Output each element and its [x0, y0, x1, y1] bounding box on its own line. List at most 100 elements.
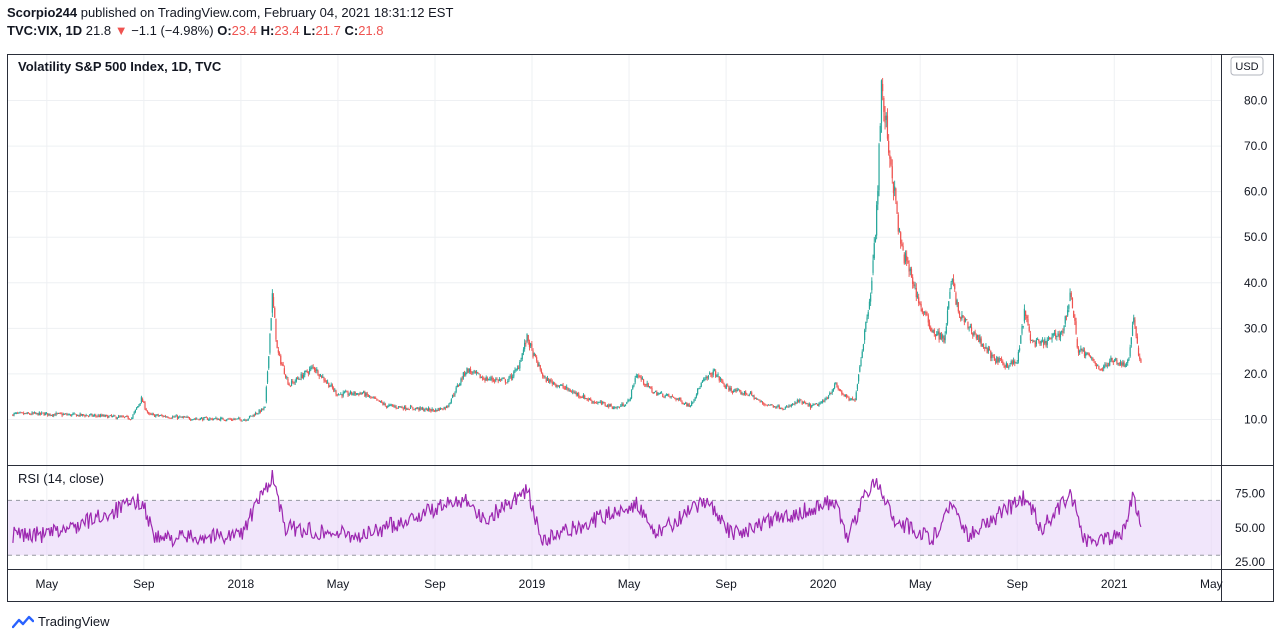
- candle-body: [785, 406, 788, 408]
- candle-body: [994, 361, 997, 363]
- candle-body: [849, 399, 851, 401]
- candle-body: [931, 331, 933, 333]
- candle-body: [308, 369, 311, 373]
- candle-body: [384, 403, 386, 406]
- time-tick-label: Sep: [133, 577, 155, 591]
- candle-body: [1022, 326, 1024, 327]
- candle-body: [342, 392, 344, 396]
- candle-body: [852, 398, 854, 401]
- candle-body: [314, 370, 317, 372]
- candle-body: [405, 406, 407, 410]
- candle-body: [152, 413, 155, 415]
- candle-body: [244, 419, 246, 421]
- candle-body: [831, 391, 833, 394]
- footer-brand[interactable]: TradingView: [38, 614, 110, 629]
- time-tick-label: May: [618, 577, 641, 591]
- candle-body: [916, 295, 919, 298]
- currency-badge: [1230, 56, 1264, 76]
- candle-body: [1045, 341, 1047, 346]
- candle-body: [50, 414, 52, 416]
- candle-body: [907, 260, 909, 263]
- candle-body: [699, 388, 701, 389]
- candle-body: [459, 383, 461, 386]
- candle-body: [695, 394, 698, 397]
- candle-body: [167, 416, 169, 418]
- candle-body: [803, 402, 806, 404]
- chart-frame[interactable]: Volatility S&P 500 Index, 1D, TVC USD 10.0…: [7, 54, 1274, 602]
- candle-body: [731, 391, 734, 393]
- candle-body: [370, 396, 372, 398]
- candle-body: [540, 370, 543, 374]
- candle-body: [448, 404, 450, 407]
- candle-body: [276, 340, 278, 349]
- candle-body: [85, 415, 87, 417]
- candle-body: [596, 402, 598, 404]
- candle-body: [627, 400, 629, 403]
- candle-body: [14, 413, 16, 414]
- candle-body: [1123, 362, 1125, 367]
- candle-body: [962, 315, 964, 318]
- candle-body: [507, 380, 509, 383]
- candle-body: [838, 389, 840, 391]
- candle-body: [27, 412, 30, 414]
- author-name[interactable]: Scorpio244: [7, 5, 78, 20]
- candle-body: [169, 417, 171, 419]
- candle-body: [229, 419, 231, 420]
- candle-body: [880, 80, 883, 123]
- candle-body: [105, 415, 108, 416]
- candle-body: [30, 414, 32, 416]
- candle-body: [15, 412, 18, 414]
- candle-body: [771, 404, 773, 406]
- candle-body: [467, 368, 469, 374]
- candle-body: [411, 406, 413, 408]
- candle-body: [794, 402, 796, 404]
- rsi-title: RSI (14, close): [18, 471, 104, 486]
- candle-body: [226, 419, 228, 421]
- candle-body: [1135, 326, 1137, 337]
- low-label: L:: [303, 23, 316, 38]
- candle-body: [657, 393, 659, 396]
- candle-body: [722, 380, 724, 384]
- candle-body: [250, 415, 252, 417]
- candle-body: [997, 358, 999, 363]
- candle-body: [862, 344, 865, 351]
- candle-body: [168, 417, 170, 419]
- candle-body: [1077, 348, 1080, 353]
- candle-body: [552, 382, 555, 384]
- candle-body: [707, 375, 710, 378]
- candle-body: [1025, 310, 1027, 316]
- candle-body: [1056, 335, 1058, 337]
- candle-body: [853, 399, 855, 401]
- candle-body: [176, 415, 179, 419]
- candle-body: [557, 385, 559, 387]
- candle-body: [349, 391, 352, 394]
- candle-body: [508, 376, 510, 380]
- candle-body: [146, 410, 149, 413]
- candle-body: [275, 318, 277, 340]
- candle-body: [87, 415, 90, 417]
- candle-body: [897, 214, 899, 232]
- candle-body: [561, 384, 563, 386]
- candle-body: [138, 404, 140, 406]
- candle-body: [716, 375, 718, 377]
- candle-body: [568, 389, 570, 391]
- candle-body: [312, 366, 314, 368]
- candle-body: [263, 407, 265, 410]
- candle-body: [685, 402, 687, 404]
- candle-body: [1080, 348, 1082, 351]
- candle-body: [773, 406, 776, 408]
- candle-body: [316, 368, 318, 372]
- candle-body: [354, 392, 356, 395]
- candle-body: [682, 403, 684, 405]
- candle-body: [445, 405, 448, 408]
- candle-body: [331, 385, 334, 388]
- candle-body: [556, 385, 558, 387]
- candle-body: [122, 416, 124, 418]
- candle-body: [1116, 360, 1118, 364]
- candle-body: [360, 393, 362, 394]
- candle-body: [179, 416, 181, 418]
- candle-body: [582, 394, 585, 398]
- candle-body: [606, 404, 609, 407]
- candle-body: [883, 98, 885, 112]
- chart-svg[interactable]: Volatility S&P 500 Index, 1D, TVC USD 10.0…: [8, 55, 1273, 601]
